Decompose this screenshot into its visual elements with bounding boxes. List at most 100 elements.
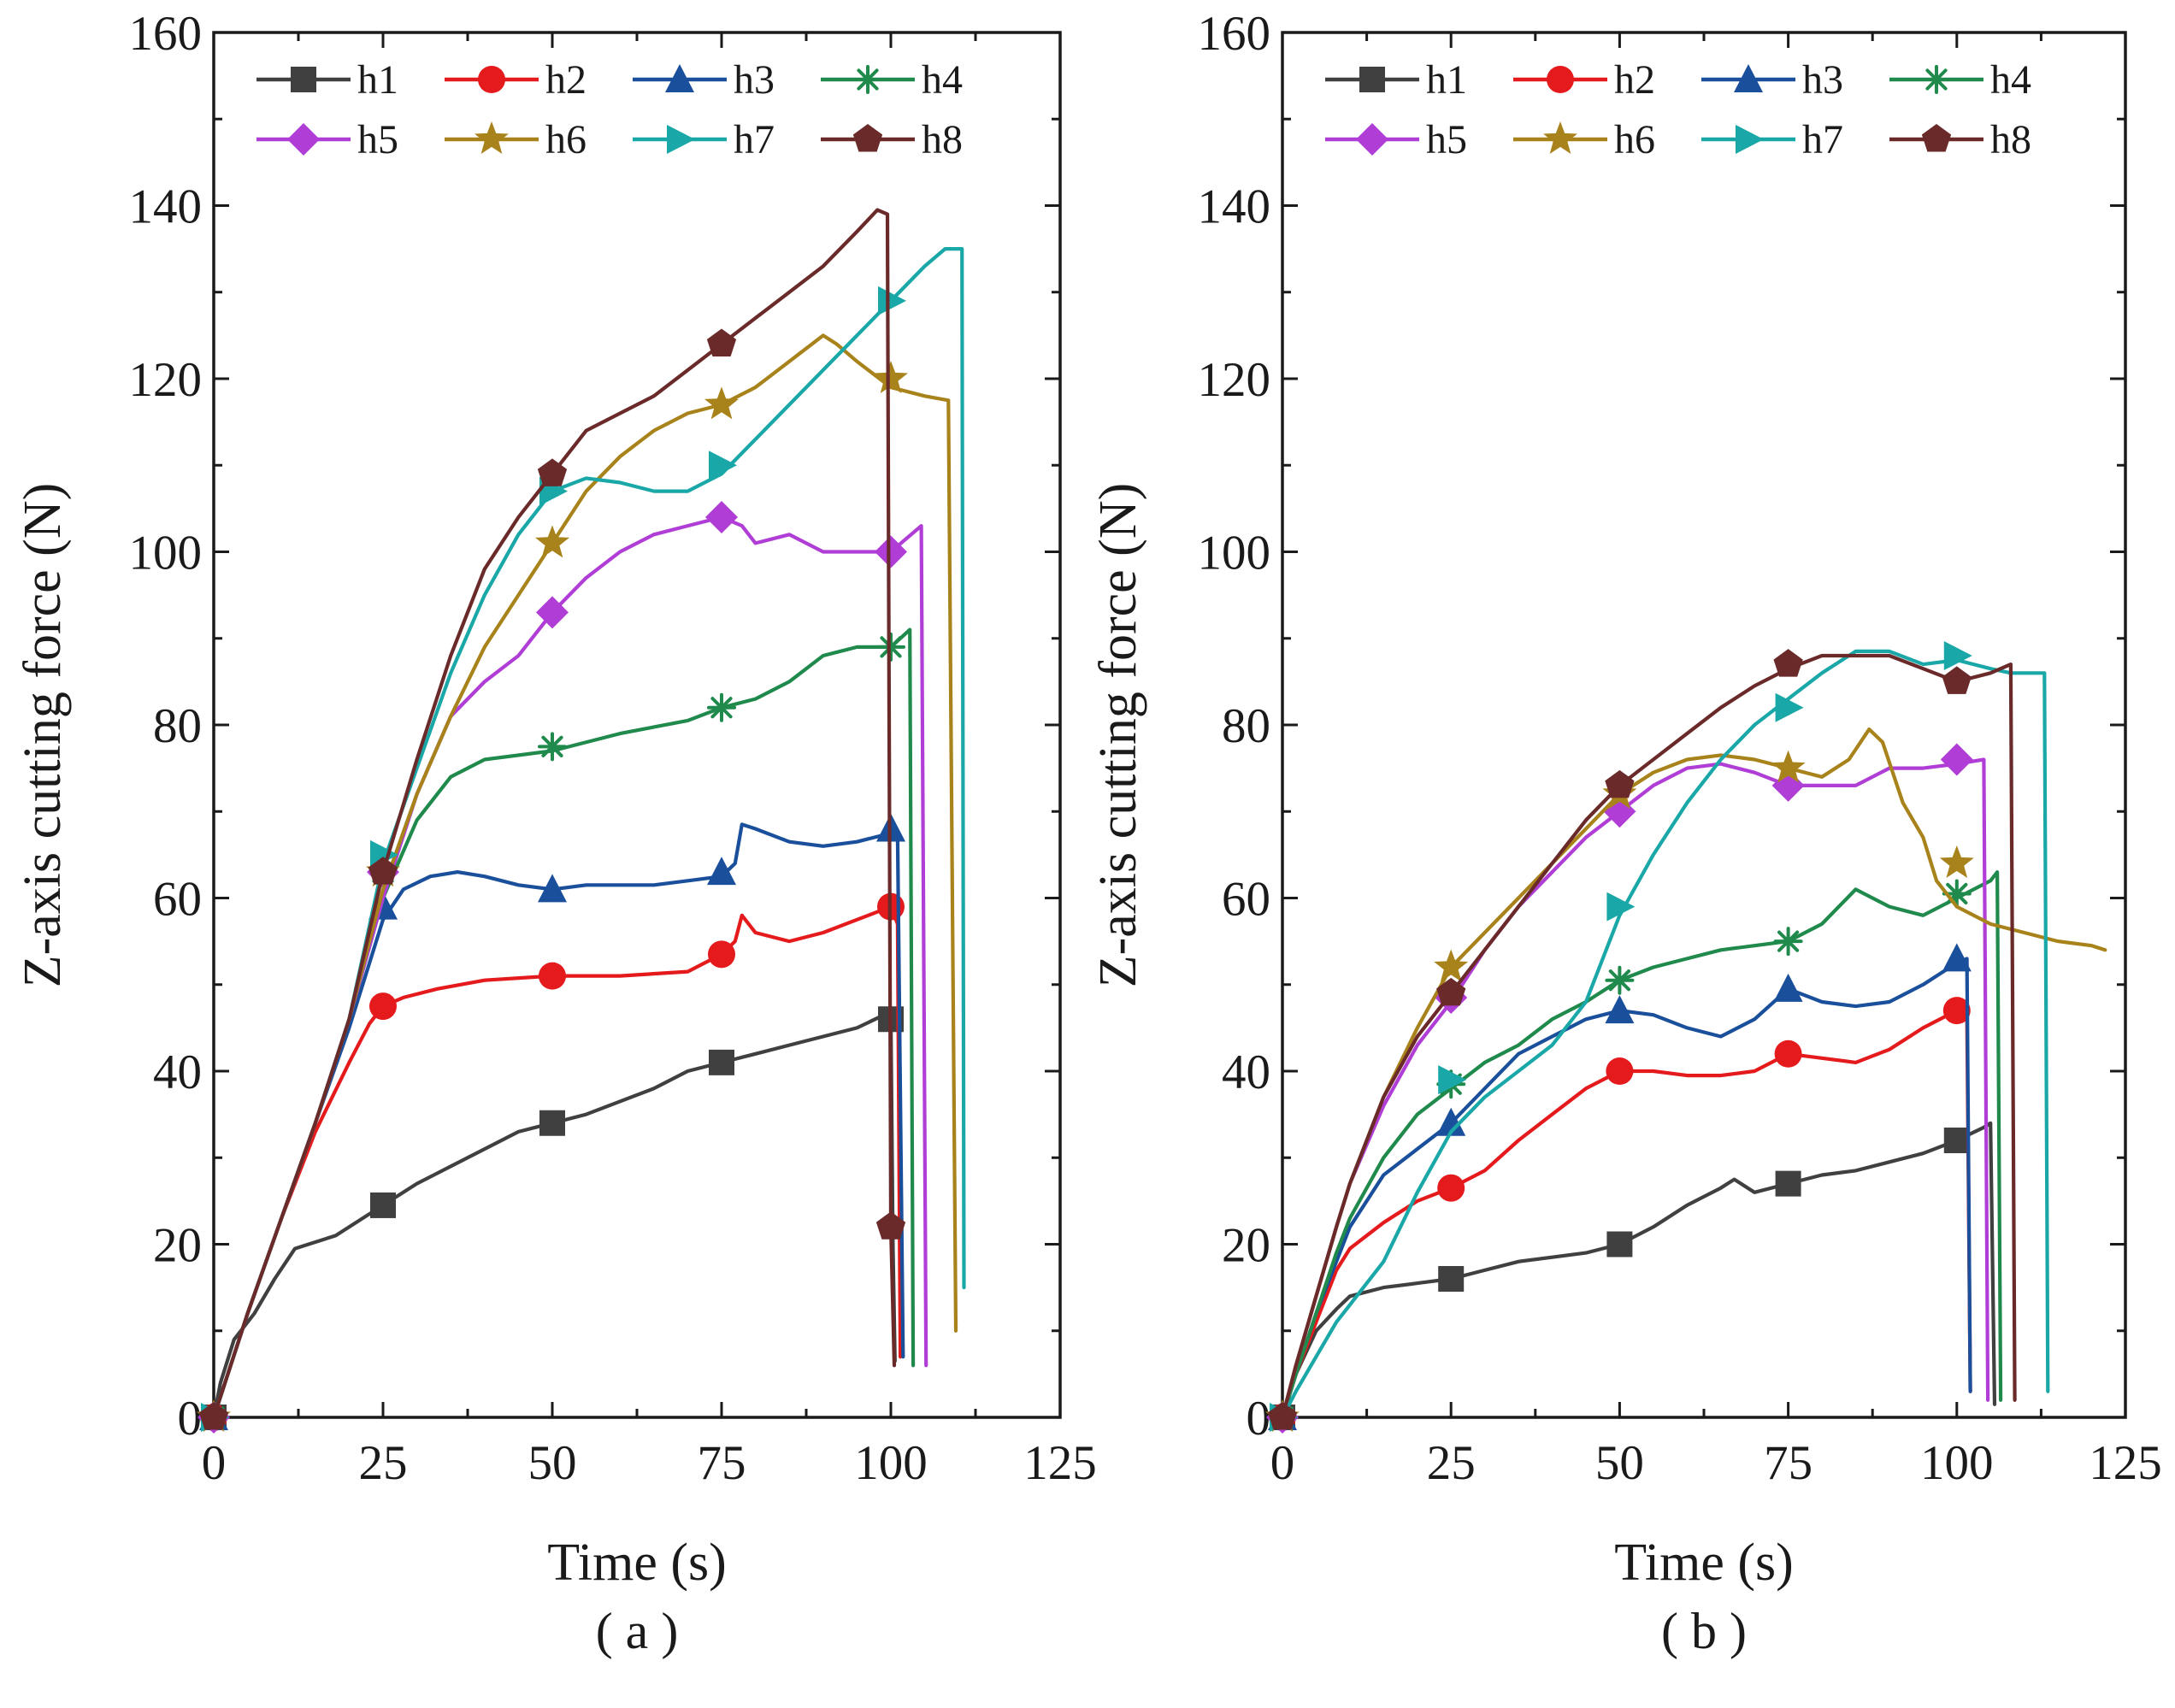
series-h2 xyxy=(200,892,905,1431)
data-marker-h4 xyxy=(707,692,736,722)
legend-item-h8: h8 xyxy=(1889,117,2031,162)
series-line-h1 xyxy=(1280,1121,1997,1420)
legend-marker xyxy=(1736,125,1764,154)
legend-marker xyxy=(1543,121,1577,154)
series-h8 xyxy=(1267,649,2017,1430)
legend-marker xyxy=(665,64,694,92)
series-h1 xyxy=(201,1006,904,1430)
data-marker-h8 xyxy=(198,1402,229,1430)
legend-marker xyxy=(1547,66,1574,93)
legend-label: h1 xyxy=(357,57,398,103)
y-tick-label: 20 xyxy=(153,1219,202,1273)
y-tick-label: 40 xyxy=(1222,1045,1270,1099)
data-marker-h8 xyxy=(368,857,398,885)
legend-item-h1: h1 xyxy=(256,57,398,103)
data-marker-h2 xyxy=(1774,1040,1802,1068)
series-line-h5 xyxy=(211,515,928,1420)
data-marker-h6 xyxy=(1771,750,1806,783)
series-h5 xyxy=(1266,743,1990,1434)
data-marker-h2 xyxy=(1437,1174,1465,1202)
x-tick-label: 100 xyxy=(1920,1436,1994,1490)
x-tick-label: 100 xyxy=(854,1436,928,1490)
data-marker-h7 xyxy=(1438,1065,1467,1095)
data-marker-h4 xyxy=(1773,927,1803,957)
y-axis-title: Z-axis cutting force (N) xyxy=(14,483,72,987)
legend-label: h6 xyxy=(545,117,586,162)
legend-label: h5 xyxy=(1426,117,1467,162)
data-marker-h2 xyxy=(1606,1057,1634,1085)
legend-label: h3 xyxy=(734,57,775,103)
data-marker-h8 xyxy=(537,458,568,486)
legend-marker xyxy=(287,123,320,156)
data-marker-h2 xyxy=(708,940,735,969)
data-marker-h1 xyxy=(1775,1170,1801,1197)
legend-marker xyxy=(478,66,505,93)
data-marker-h4 xyxy=(1942,879,1972,909)
data-marker-h3 xyxy=(707,857,736,886)
data-marker-h6 xyxy=(1939,845,1974,878)
x-tick-label: 0 xyxy=(202,1436,227,1490)
y-tick-label: 100 xyxy=(129,527,203,580)
data-marker-h7 xyxy=(1775,692,1804,722)
legend-item-h3: h3 xyxy=(633,57,775,103)
legend-item-h5: h5 xyxy=(256,117,398,162)
legend-marker xyxy=(1359,67,1385,92)
legend-label: h1 xyxy=(1426,57,1467,103)
y-tick-label: 160 xyxy=(1198,7,1271,61)
legend-item-h7: h7 xyxy=(1701,117,1843,162)
legend-label: h4 xyxy=(1990,57,2031,103)
data-marker-h4 xyxy=(876,632,905,662)
data-marker-h7 xyxy=(709,451,737,480)
legend-marker xyxy=(474,121,509,154)
series-line-h4 xyxy=(1280,870,2003,1420)
legend-item-h8: h8 xyxy=(821,117,963,162)
legend-item-h6: h6 xyxy=(1513,117,1655,162)
data-marker-h1 xyxy=(539,1110,565,1136)
y-tick-label: 0 xyxy=(178,1392,203,1446)
y-tick-label: 0 xyxy=(1247,1392,1271,1446)
data-marker-h5 xyxy=(1940,743,1973,776)
data-marker-h6 xyxy=(874,361,908,393)
y-tick-label: 60 xyxy=(1222,873,1270,927)
data-marker-h1 xyxy=(1438,1266,1465,1292)
data-marker-h8 xyxy=(1773,649,1803,677)
series-h7 xyxy=(1270,641,2050,1432)
series-line-h1 xyxy=(211,1013,897,1420)
data-marker-h2 xyxy=(539,962,566,990)
legend-marker xyxy=(1922,65,1951,94)
y-tick-label: 120 xyxy=(1198,353,1271,407)
legend-item-h2: h2 xyxy=(1513,57,1655,103)
legend-item-h1: h1 xyxy=(1325,57,1467,103)
legend: h1 h2 h3 h4 h5 h6 h7 h8 xyxy=(256,57,963,162)
y-tick-label: 80 xyxy=(153,699,202,753)
panel-b: 0 25 50 75 100 125 0 20 40 60 80 100 120 140 160 Time (… xyxy=(1089,7,2162,1659)
legend-label: h7 xyxy=(1802,117,1843,162)
y-tick-label: 100 xyxy=(1198,527,1271,580)
series-line-h8 xyxy=(1280,653,2017,1420)
x-tick-label: 0 xyxy=(1270,1436,1295,1490)
series-h7 xyxy=(201,247,966,1432)
legend-marker xyxy=(853,65,882,94)
x-tick-label: 50 xyxy=(528,1436,577,1490)
legend-item-h6: h6 xyxy=(445,117,586,162)
series-h4 xyxy=(199,627,916,1432)
y-tick-label: 160 xyxy=(129,7,203,61)
legend-marker xyxy=(852,124,883,152)
data-marker-h2 xyxy=(1942,997,1971,1025)
data-marker-h5 xyxy=(536,596,569,629)
series-h4 xyxy=(1268,870,2003,1432)
data-marker-h3 xyxy=(1605,995,1635,1024)
y-tick-label: 20 xyxy=(1222,1219,1270,1273)
series-h8 xyxy=(198,208,906,1430)
legend-label: h7 xyxy=(734,117,775,162)
series-line-h6 xyxy=(211,333,958,1420)
y-axis-title: Z-axis cutting force (N) xyxy=(1089,483,1147,987)
legend-label: h6 xyxy=(1614,117,1655,162)
y-tick-label: 140 xyxy=(129,180,203,234)
y-tick-label: 80 xyxy=(1222,699,1270,753)
legend-item-h2: h2 xyxy=(445,57,586,103)
data-marker-h3 xyxy=(1436,1107,1466,1136)
data-marker-h3 xyxy=(1942,943,1972,972)
legend-label: h4 xyxy=(922,57,963,103)
series-line-h3 xyxy=(211,822,905,1420)
